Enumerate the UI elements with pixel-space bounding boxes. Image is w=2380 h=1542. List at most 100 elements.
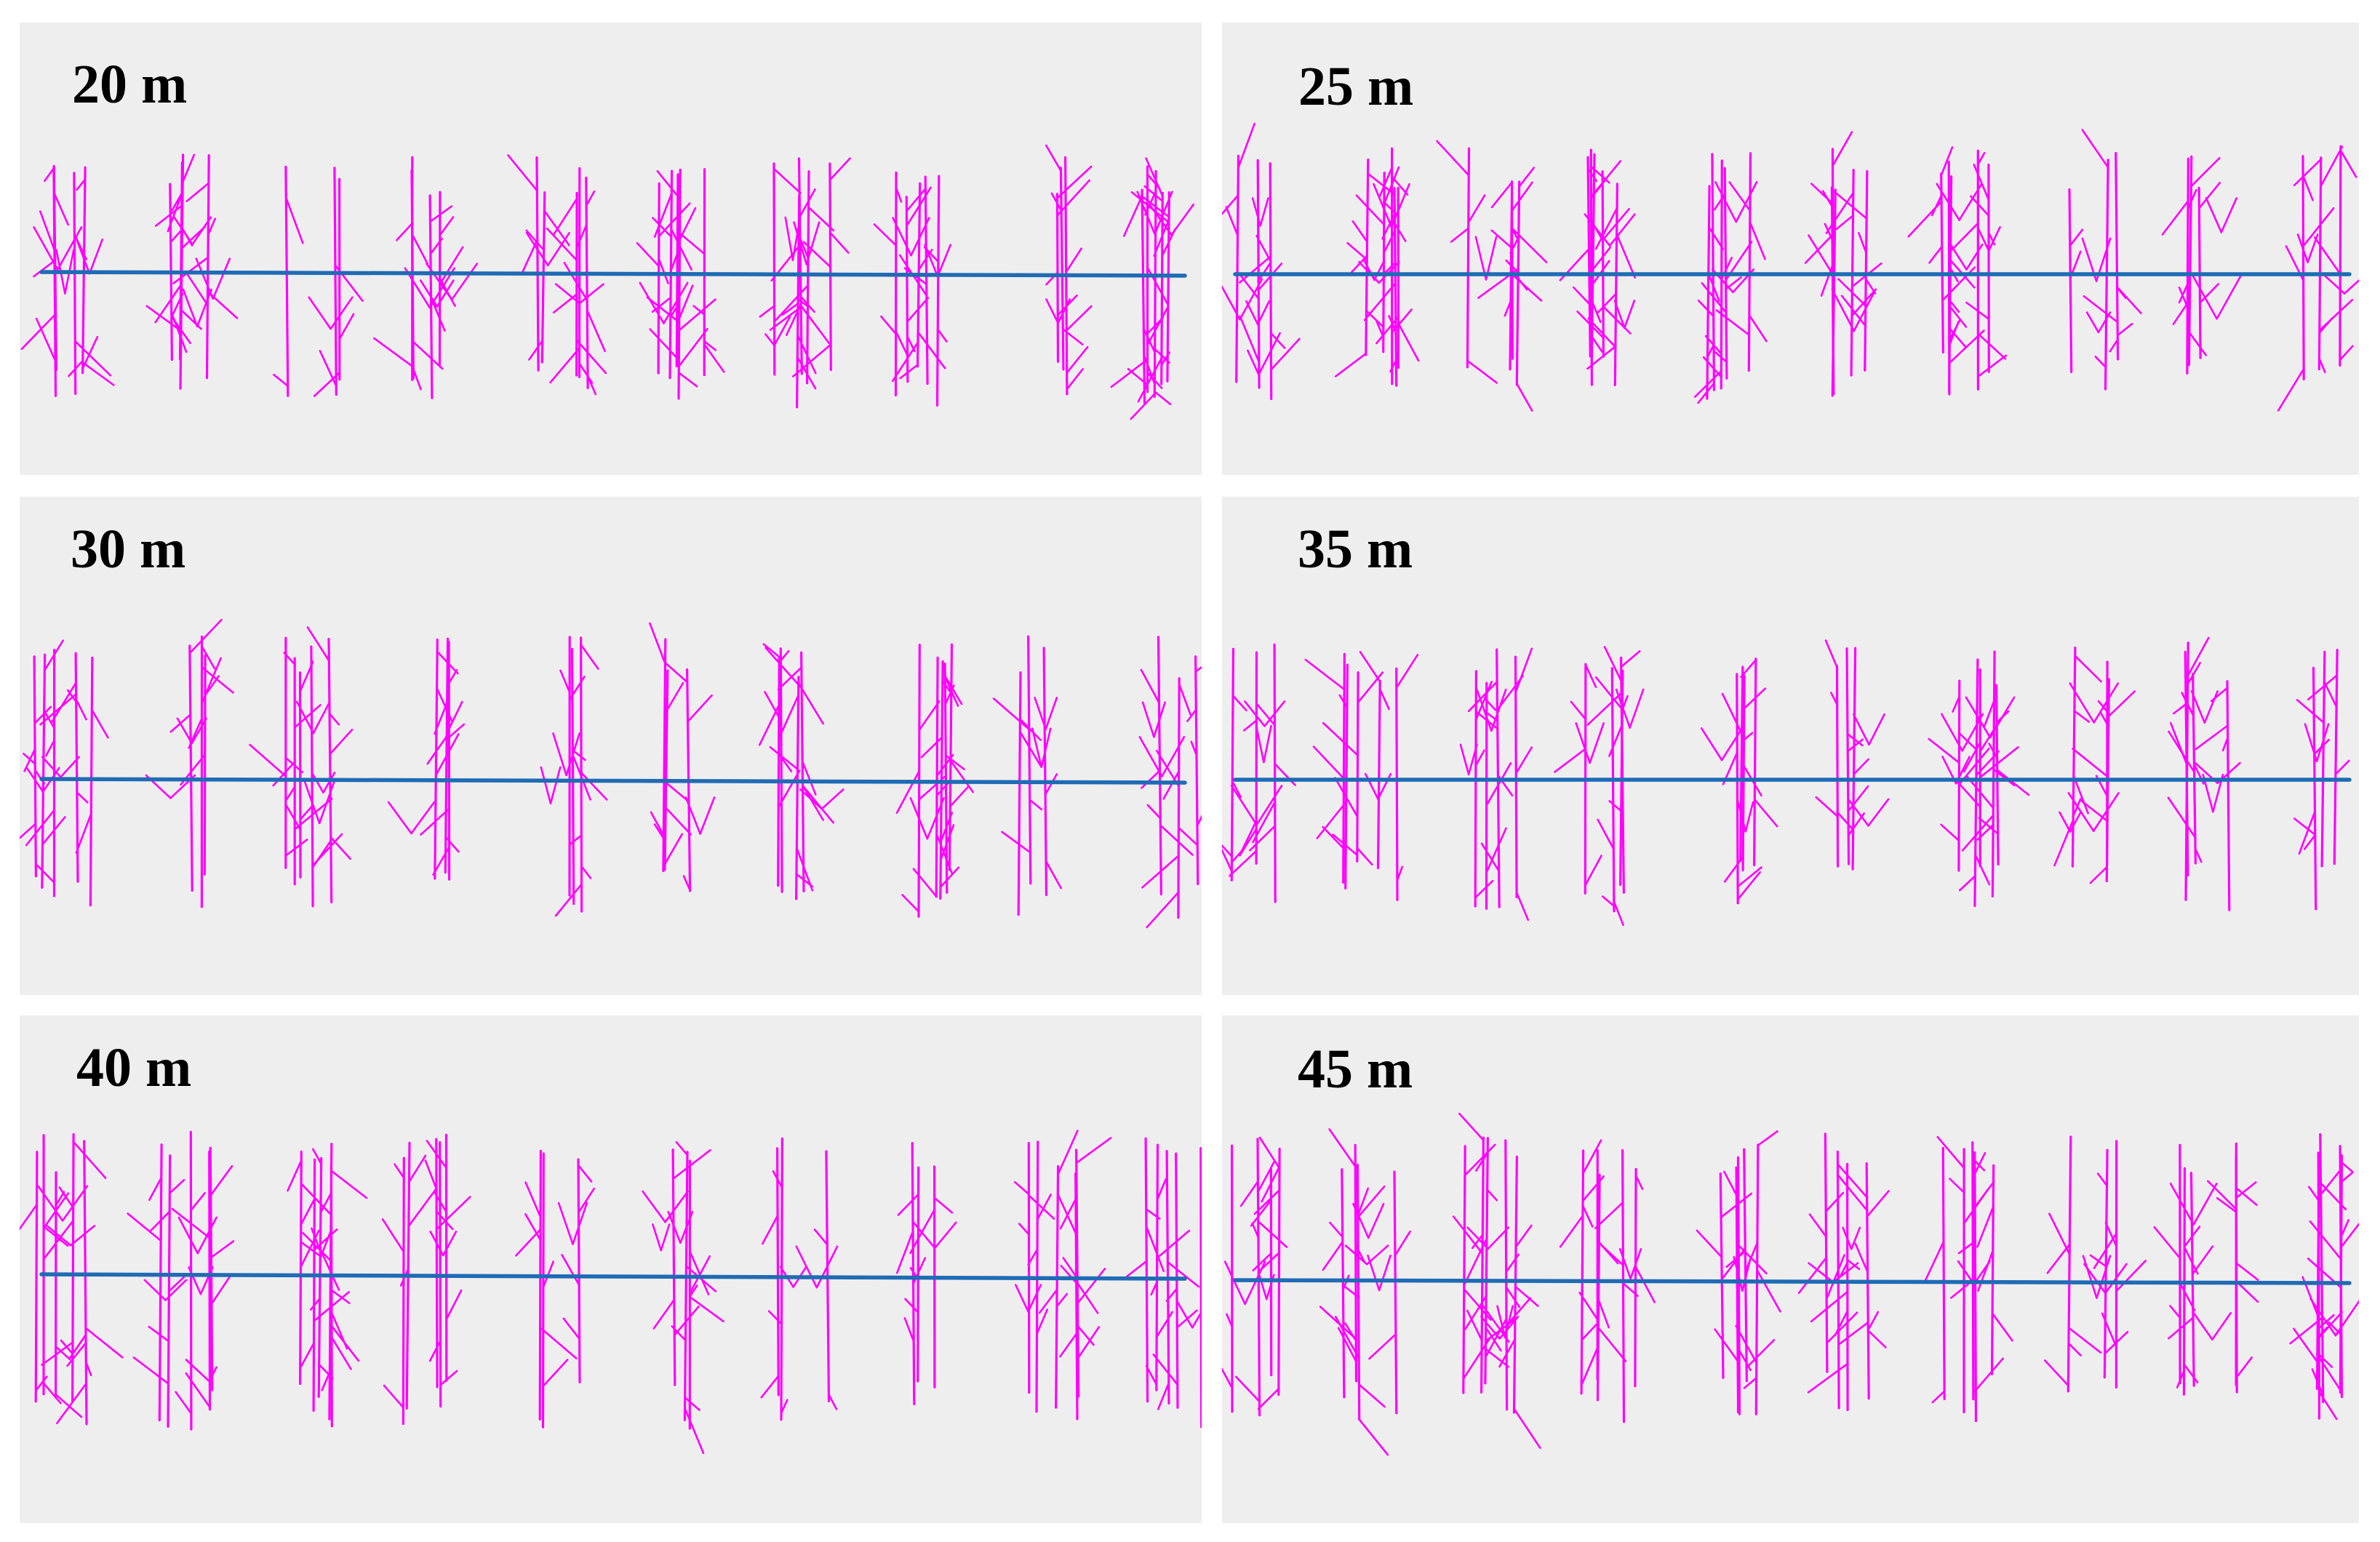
fracture-branch: [539, 1326, 578, 1359]
fracture-branch: [1629, 1247, 1642, 1280]
fracture-branch: [287, 1159, 303, 1192]
fracture-branch: [653, 192, 673, 238]
fracture-branch: [1145, 157, 1164, 197]
fracture-strand: [188, 644, 193, 892]
fracture-branch: [2081, 129, 2109, 169]
fracture-branch: [1154, 390, 1172, 406]
fracture-strand: [570, 647, 575, 906]
fracture-strand: [1601, 170, 1605, 358]
fracture-strand: [41, 653, 47, 890]
fracture-branch: [85, 1361, 92, 1376]
fracture-branch: [445, 1289, 463, 1321]
fracture-branch: [1748, 313, 1768, 343]
fracture-strand: [1269, 162, 1273, 401]
fracture-strand: [1512, 1155, 1518, 1414]
fracture-strand: [1845, 647, 1850, 866]
fracture-branch: [1977, 354, 2008, 378]
fracture-branch: [338, 313, 355, 340]
fracture-branch: [1735, 180, 1758, 223]
fracture-branch: [1056, 179, 1090, 217]
fracture-branch: [295, 700, 315, 735]
fracture-branch: [42, 1219, 74, 1261]
fracture-branch: [1140, 668, 1160, 704]
fracture-branch: [41, 815, 66, 846]
fracture-branch: [1031, 727, 1043, 768]
fracture-branch: [2298, 810, 2316, 855]
fracture-branch: [2340, 1222, 2359, 1248]
fracture-branch: [1252, 1252, 1272, 1272]
fracture-branch: [1065, 247, 1082, 273]
fracture-strand: [402, 1156, 405, 1426]
fracture-branch: [439, 246, 464, 286]
fracture-branch: [1697, 299, 1715, 318]
fracture-branch: [1322, 722, 1359, 756]
fracture-branch: [1337, 1327, 1357, 1363]
fracture-branch: [2183, 1363, 2199, 1383]
fracture-branch: [1256, 300, 1271, 326]
fracture-branch: [1346, 241, 1368, 261]
fracture-branch: [1261, 1165, 1281, 1203]
fracture-branch: [2343, 279, 2359, 295]
fracture-branch: [1847, 785, 1869, 812]
fracture-branch: [1581, 1323, 1597, 1341]
fracture-branch: [306, 626, 330, 662]
fracture-branch: [2107, 690, 2136, 718]
fracture-branch: [1602, 207, 1631, 241]
fracture-branch: [677, 327, 708, 368]
fracture-branch: [1866, 1311, 1880, 1332]
fracture-branch: [2235, 1186, 2258, 1206]
fracture-strand: [330, 1165, 333, 1428]
fracture-branch: [2235, 1181, 2257, 1199]
fracture-branch: [1057, 298, 1071, 324]
fracture-branch: [906, 188, 926, 212]
fracture-branch: [1988, 743, 1998, 759]
fracture-branch: [761, 1214, 779, 1245]
fracture-branch: [1601, 895, 1616, 908]
fracture-branch: [1846, 732, 1864, 747]
fracture-branch: [1140, 195, 1170, 218]
fracture-branch: [949, 786, 969, 808]
fracture-branch: [1466, 359, 1498, 384]
fracture-branch: [828, 157, 851, 181]
fracture-branch: [1930, 194, 1943, 217]
fracture-branch: [1066, 368, 1084, 391]
fracture-branch: [1514, 1224, 1533, 1248]
fracture-branch: [1344, 1322, 1357, 1342]
fracture-branch: [1597, 818, 1615, 850]
fracture-strand: [2226, 680, 2231, 911]
fracture-branch: [311, 771, 324, 794]
fracture-branch: [1514, 1285, 1539, 1307]
fracture-strand: [312, 1158, 316, 1413]
fracture-branch: [2318, 1391, 2338, 1421]
fracture-branch: [1958, 183, 1983, 221]
fracture-branch: [199, 1266, 214, 1295]
fracture-branch: [1257, 262, 1283, 291]
fracture-branch: [445, 723, 466, 740]
fracture-branch: [249, 743, 287, 778]
fracture-branch: [1584, 663, 1597, 688]
fracture-branch: [2169, 1305, 2181, 1319]
fracture-branch: [1723, 1170, 1738, 1197]
fracture-branch: [1602, 305, 1632, 335]
fracture-branch: [1463, 1239, 1487, 1287]
fracture-branch: [796, 847, 814, 892]
fracture-strand: [2319, 1133, 2325, 1404]
fracture-branch: [301, 1231, 333, 1263]
fracture-branch: [1596, 1240, 1624, 1266]
fracture-branch: [1983, 699, 1995, 727]
fracture-branch: [684, 1397, 700, 1411]
fracture-branch: [1027, 1284, 1042, 1313]
fracture-branch: [912, 868, 938, 898]
fracture-branch: [562, 1317, 580, 1341]
fracture-strand: [777, 657, 780, 887]
fracture-branch: [2044, 1359, 2069, 1387]
fracture-branch: [2235, 1280, 2259, 1303]
fracture-branch: [1613, 900, 1624, 926]
fracture-branch: [148, 1177, 162, 1202]
fracture-branch: [1480, 1315, 1501, 1340]
fracture-branch: [586, 375, 597, 396]
fracture-branch: [687, 694, 713, 723]
fracture-branch: [1356, 847, 1373, 866]
fracture-branch: [1239, 278, 1263, 321]
fracture-branch: [1255, 784, 1283, 826]
